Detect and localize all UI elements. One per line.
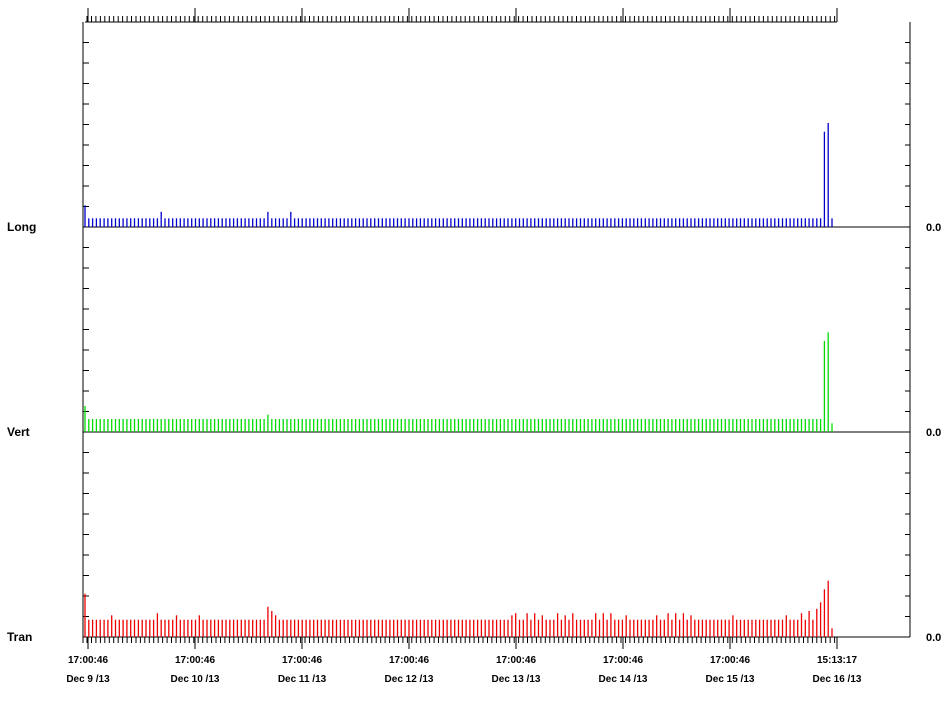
- channel-label-tran: Tran: [7, 630, 32, 644]
- x-tick-label-date: Dec 11 /13: [278, 674, 327, 685]
- labels-layer: 17:00:46 Dec 9 /13 17:00:46 Dec 10 /13 17:00…: [7, 220, 941, 685]
- x-tick-label-date: Dec 15 /13: [706, 674, 755, 685]
- x-tick-label-time: 15:13:17: [817, 655, 857, 666]
- channel-value-tran: 0.0: [926, 632, 941, 644]
- x-tick-label-time: 17:00:46: [496, 655, 536, 666]
- x-tick-label-time: 17:00:46: [603, 655, 643, 666]
- x-tick-label-date: Dec 13 /13: [492, 674, 541, 685]
- x-tick-label-date: Dec 14 /13: [599, 674, 648, 685]
- channel-label-long: Long: [7, 220, 36, 234]
- x-tick-label-date: Dec 16 /13: [813, 674, 862, 685]
- x-tick-label-date: Dec 12 /13: [385, 674, 434, 685]
- channel-value-vert: 0.0: [926, 427, 941, 439]
- x-tick-label-time: 17:00:46: [389, 655, 429, 666]
- chart-frame: [82, 8, 911, 649]
- x-tick-label-date: Dec 10 /13: [171, 674, 220, 685]
- x-tick-label-time: 17:00:46: [68, 655, 108, 666]
- x-tick-label-time: 17:00:46: [282, 655, 322, 666]
- channel-label-vert: Vert: [7, 425, 30, 439]
- x-tick-label-date: Dec 9 /13: [66, 674, 110, 685]
- channel-value-long: 0.0: [926, 222, 941, 234]
- x-tick-label-time: 17:00:46: [175, 655, 215, 666]
- bars-layer: [84, 123, 833, 637]
- x-tick-label-time: 17:00:46: [710, 655, 750, 666]
